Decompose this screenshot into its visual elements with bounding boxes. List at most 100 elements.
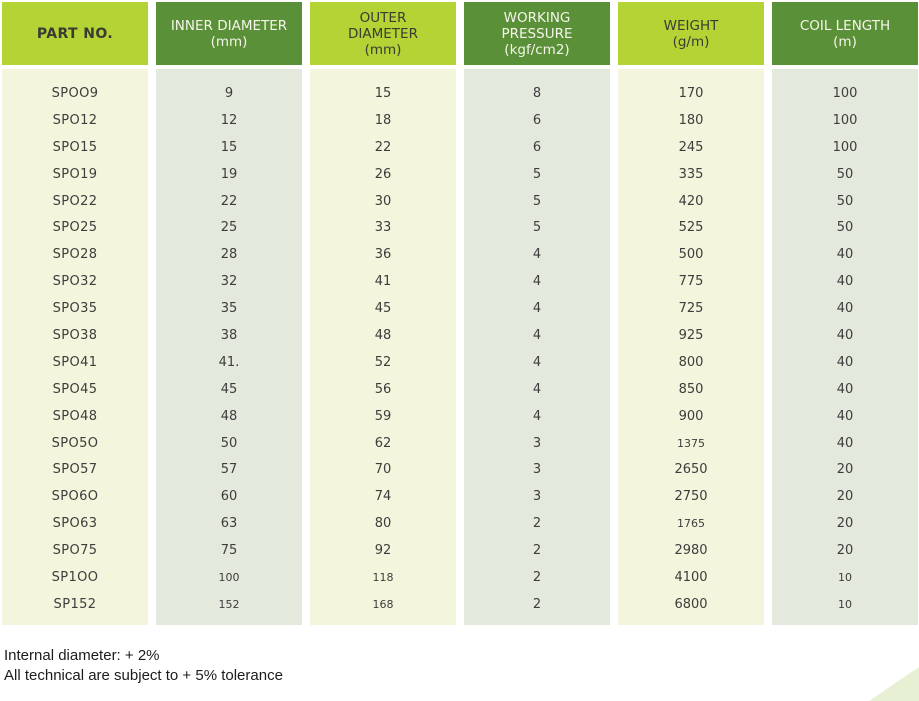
cell-part-no-row-5: SPO22 (52, 193, 98, 209)
cell-working-pressure-row-19: 2 (532, 569, 542, 585)
cell-part-no-row-6: SPO25 (52, 220, 98, 236)
column-part-no: PART NO. SPOO9 SPO12 SPO15 SPO19 SPO22 SPO25 SP… (2, 2, 148, 625)
cell-weight-row-17: 1765 (677, 517, 705, 531)
column-header-label: INNER DIAMETER (170, 17, 288, 34)
cell-inner-diameter-row-20: 152 (218, 597, 240, 611)
column-body-part-no: SPOO9 SPO12 SPO15 SPO19 SPO22 SPO25 SPO28 SPO32… (2, 69, 148, 625)
column-body-weight: 170 180 245 335 420 525 500 775 725 925 800 850 900 1… (618, 69, 764, 625)
cell-outer-diameter-row-2: 18 (374, 112, 392, 128)
cell-weight-row-14: 1375 (677, 436, 705, 450)
cell-inner-diameter-row-5: 22 (220, 193, 238, 209)
column-header-outer-diameter: OUTER DIAMETER (mm) (310, 2, 456, 65)
cell-inner-diameter-row-15: 57 (220, 462, 238, 478)
column-body-inner-diameter: 9 12 15 19 22 25 28 32 35 38 41. 45 48 50 57 60 63 75 100 1… (156, 69, 302, 625)
cell-part-no-row-1: SPOO9 (51, 85, 99, 101)
cell-working-pressure-row-5: 5 (532, 193, 542, 209)
cell-inner-diameter-row-16: 60 (220, 489, 238, 505)
cell-coil-length-row-2: 100 (832, 112, 858, 128)
cell-working-pressure-row-20: 2 (532, 596, 542, 612)
cell-part-no-row-13: SPO48 (52, 408, 98, 424)
column-header-coil-length: COIL LENGTH (m) (772, 2, 918, 65)
cell-inner-diameter-row-9: 35 (220, 301, 238, 317)
column-inner-diameter: INNER DIAMETER (mm) 9 12 15 19 22 25 28 32 35 38 41.… (156, 2, 302, 625)
column-header-unit: (mm) (210, 33, 248, 50)
cell-inner-diameter-row-11: 41. (218, 354, 240, 370)
cell-outer-diameter-row-13: 59 (374, 408, 392, 424)
cell-part-no-row-16: SPO6O (51, 489, 99, 505)
cell-inner-diameter-row-18: 75 (220, 543, 238, 559)
column-header-unit: (mm) (364, 41, 402, 58)
cell-coil-length-row-15: 20 (836, 462, 854, 478)
cell-part-no-row-3: SPO15 (52, 139, 98, 155)
cell-part-no-row-17: SPO63 (52, 516, 98, 532)
cell-inner-diameter-row-4: 19 (220, 166, 238, 182)
column-header-working-pressure: WORKING PRESSURE (kgf/cm2) (464, 2, 610, 65)
cell-inner-diameter-row-1: 9 (224, 85, 234, 101)
column-header-label: COIL LENGTH (799, 17, 891, 34)
column-coil-length: COIL LENGTH (m) 100 100 100 50 50 50 40 40 40 40 40 4… (772, 2, 918, 625)
cell-inner-diameter-row-8: 32 (220, 274, 238, 290)
cell-inner-diameter-row-17: 63 (220, 516, 238, 532)
cell-working-pressure-row-3: 6 (532, 139, 542, 155)
column-header-unit: (kgf/cm2) (504, 41, 570, 58)
cell-outer-diameter-row-18: 92 (374, 543, 392, 559)
cell-inner-diameter-row-3: 15 (220, 139, 238, 155)
cell-outer-diameter-row-11: 52 (374, 354, 392, 370)
cell-weight-row-10: 925 (678, 327, 704, 343)
column-header-inner-diameter: INNER DIAMETER (mm) (156, 2, 302, 65)
cell-working-pressure-row-8: 4 (532, 274, 542, 290)
cell-weight-row-18: 2980 (674, 543, 708, 559)
cell-inner-diameter-row-12: 45 (220, 381, 238, 397)
cell-weight-row-13: 900 (678, 408, 704, 424)
cell-coil-length-row-5: 50 (836, 193, 854, 209)
cell-outer-diameter-row-17: 80 (374, 516, 392, 532)
cell-part-no-row-20: SP152 (53, 596, 97, 612)
cell-working-pressure-row-4: 5 (532, 166, 542, 182)
cell-outer-diameter-row-12: 56 (374, 381, 392, 397)
cell-outer-diameter-row-16: 74 (374, 489, 392, 505)
cell-outer-diameter-row-5: 30 (374, 193, 392, 209)
cell-working-pressure-row-18: 2 (532, 543, 542, 559)
cell-coil-length-row-4: 50 (836, 166, 854, 182)
cell-coil-length-row-8: 40 (836, 274, 854, 290)
cell-weight-row-15: 2650 (674, 462, 708, 478)
cell-working-pressure-row-16: 3 (532, 489, 542, 505)
column-header-unit: (m) (833, 33, 857, 50)
cell-weight-row-20: 6800 (674, 596, 708, 612)
cell-outer-diameter-row-7: 36 (374, 247, 392, 263)
column-header-part-no: PART NO. (2, 2, 148, 65)
cell-part-no-row-8: SPO32 (52, 274, 98, 290)
footer-note-tolerance: All technical are subject to + 5% tolera… (4, 667, 283, 684)
cell-working-pressure-row-6: 5 (532, 220, 542, 236)
cell-weight-row-9: 725 (678, 301, 704, 317)
cell-working-pressure-row-12: 4 (532, 381, 542, 397)
cell-weight-row-4: 335 (678, 166, 704, 182)
cell-coil-length-row-13: 40 (836, 408, 854, 424)
cell-coil-length-row-19: 10 (838, 570, 852, 584)
cell-outer-diameter-row-15: 70 (374, 462, 392, 478)
cell-weight-row-8: 775 (678, 274, 704, 290)
cell-inner-diameter-row-19: 100 (218, 570, 240, 584)
cell-working-pressure-row-14: 3 (532, 435, 542, 451)
column-header-label: OUTER DIAMETER (348, 9, 418, 42)
cell-coil-length-row-12: 40 (836, 381, 854, 397)
cell-coil-length-row-10: 40 (836, 327, 854, 343)
cell-weight-row-5: 420 (678, 193, 704, 209)
cell-part-no-row-2: SPO12 (52, 112, 98, 128)
cell-weight-row-3: 245 (678, 139, 704, 155)
cell-working-pressure-row-15: 3 (532, 462, 542, 478)
cell-outer-diameter-row-1: 15 (374, 85, 392, 101)
cell-part-no-row-9: SPO35 (52, 301, 98, 317)
cell-working-pressure-row-17: 2 (532, 516, 542, 532)
cell-part-no-row-10: SPO38 (52, 327, 98, 343)
cell-working-pressure-row-7: 4 (532, 247, 542, 263)
cell-outer-diameter-row-10: 48 (374, 327, 392, 343)
cell-part-no-row-4: SPO19 (52, 166, 98, 182)
cell-working-pressure-row-13: 4 (532, 408, 542, 424)
cell-inner-diameter-row-7: 28 (220, 247, 238, 263)
column-outer-diameter: OUTER DIAMETER (mm) 15 18 22 26 30 33 36 41 45 48 52… (310, 2, 456, 625)
cell-part-no-row-12: SPO45 (52, 381, 98, 397)
cell-outer-diameter-row-20: 168 (372, 597, 394, 611)
cell-inner-diameter-row-2: 12 (220, 112, 238, 128)
